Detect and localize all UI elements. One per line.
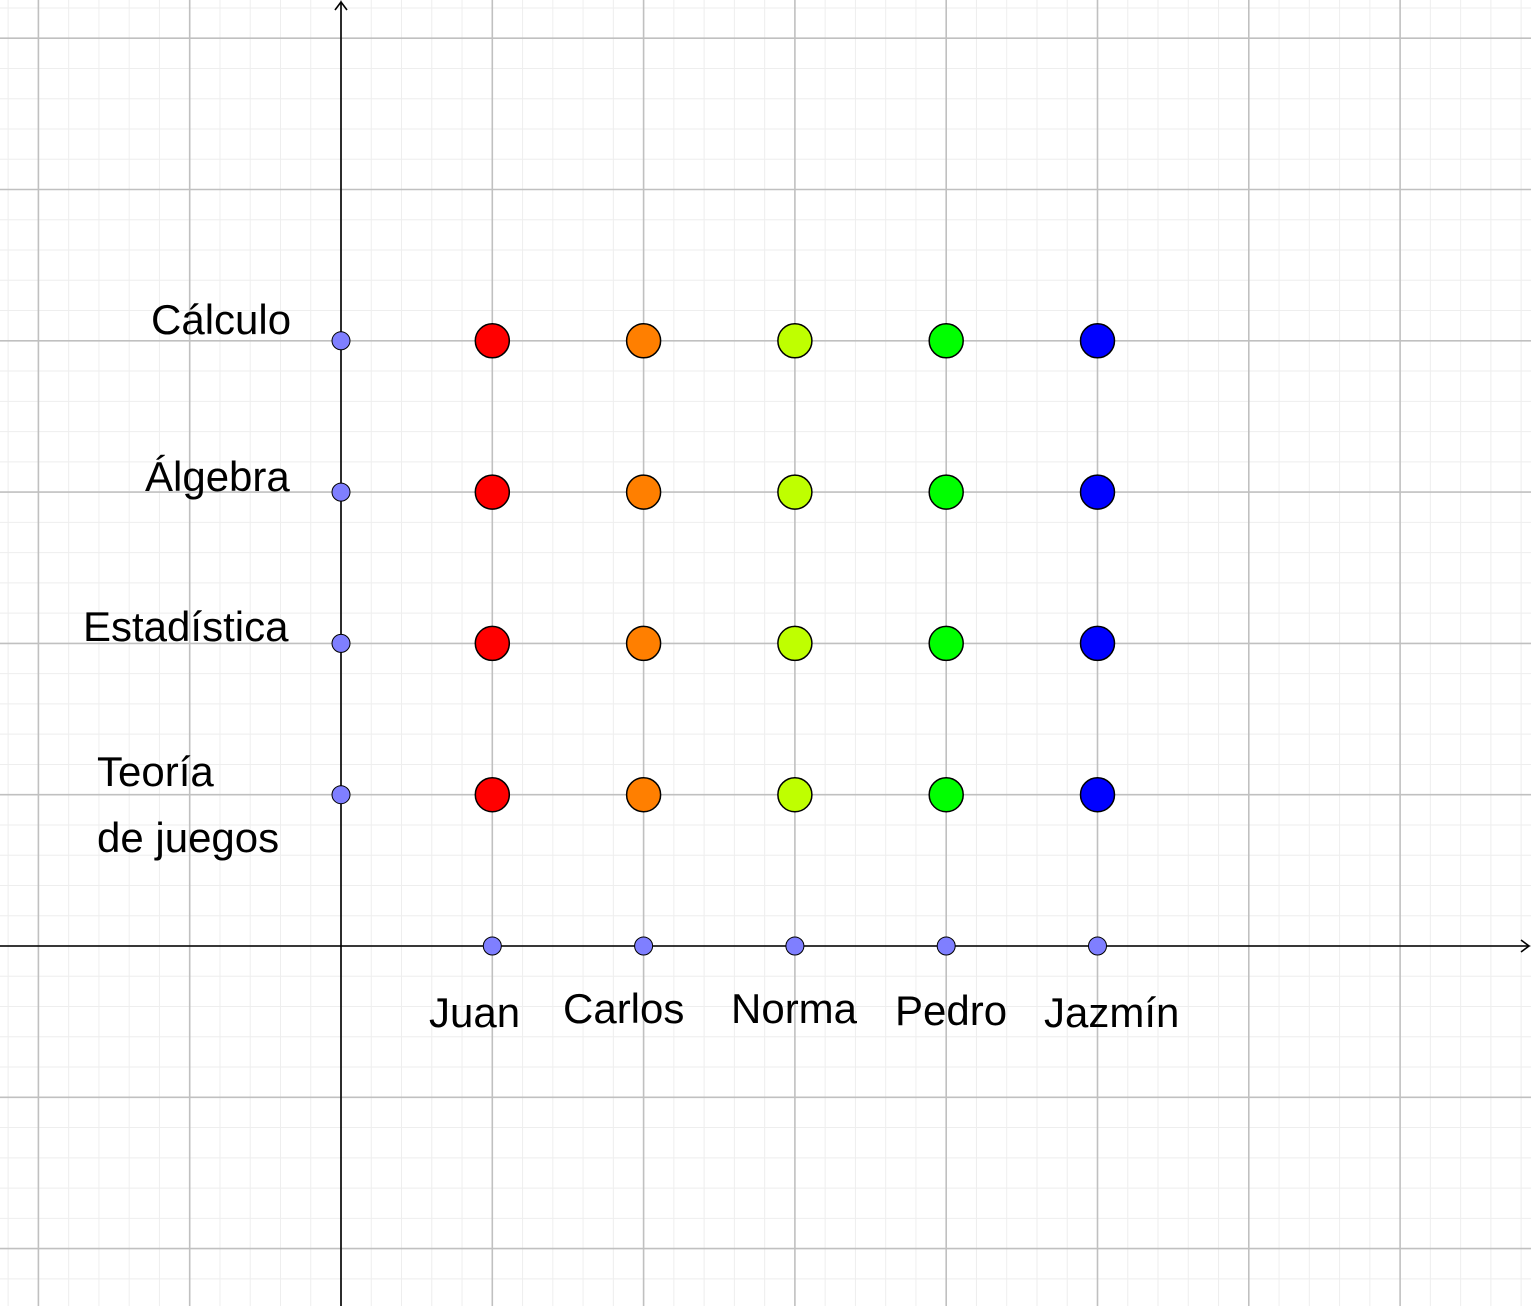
axis-points: [331, 331, 1107, 956]
y-axis-arrow-icon: [334, 0, 348, 11]
pairing-point[interactable]: [928, 474, 964, 510]
student-label-norma: Norma: [731, 985, 858, 1032]
student-axis-point[interactable]: [482, 936, 502, 956]
student-axis-point[interactable]: [1088, 936, 1107, 956]
pairing-points: [474, 323, 1116, 813]
pairing-point[interactable]: [1079, 474, 1116, 510]
subject-axis-point[interactable]: [331, 331, 351, 351]
pairing-point[interactable]: [928, 776, 964, 813]
student-labels: Juan Carlos Norma Pedro Jazmín: [429, 985, 1179, 1036]
student-label-juan: Juan: [429, 989, 520, 1036]
subject-label-estadistica: Estadística: [83, 603, 289, 650]
student-axis-point[interactable]: [785, 936, 805, 956]
pairing-point[interactable]: [474, 474, 511, 510]
subject-label-teoria: Teoría: [97, 748, 214, 795]
pairing-point[interactable]: [625, 776, 662, 813]
pairing-point[interactable]: [928, 323, 964, 359]
subject-labels: Cálculo Álgebra Estadística Teoría de ju…: [83, 296, 291, 861]
pairing-point[interactable]: [474, 776, 511, 813]
pairing-point[interactable]: [777, 474, 813, 510]
pairing-point[interactable]: [625, 323, 662, 359]
pairing-point[interactable]: [777, 776, 813, 813]
subject-label-de-juegos: de juegos: [97, 814, 279, 861]
pairing-point[interactable]: [777, 625, 813, 662]
student-axis-point[interactable]: [936, 936, 956, 956]
pairing-point[interactable]: [625, 474, 662, 510]
x-axis-arrow-icon: [1520, 939, 1531, 953]
student-axis-point[interactable]: [634, 936, 654, 956]
student-label-pedro: Pedro: [895, 987, 1007, 1034]
pairing-point[interactable]: [928, 625, 964, 662]
pairing-point[interactable]: [1079, 625, 1116, 662]
subject-axis-point[interactable]: [331, 633, 351, 653]
student-label-jazmin: Jazmín: [1044, 989, 1179, 1036]
pairing-point[interactable]: [1079, 323, 1116, 359]
pairing-point[interactable]: [625, 625, 662, 662]
subject-axis-point[interactable]: [331, 785, 351, 805]
subject-label-algebra: Álgebra: [145, 453, 290, 500]
pairing-point[interactable]: [777, 323, 813, 359]
subject-label-calculo: Cálculo: [151, 296, 291, 343]
pairing-point[interactable]: [474, 323, 511, 359]
pairing-point[interactable]: [1079, 776, 1116, 813]
subject-axis-point[interactable]: [331, 482, 351, 502]
student-label-carlos: Carlos: [563, 985, 684, 1032]
pairing-point[interactable]: [474, 625, 511, 662]
